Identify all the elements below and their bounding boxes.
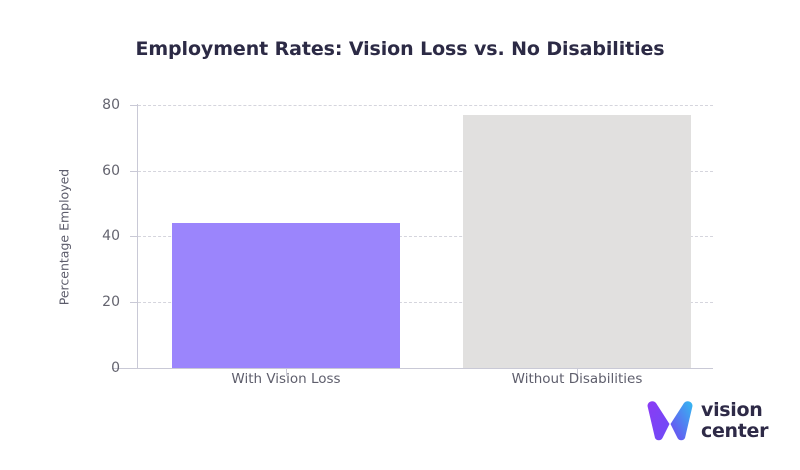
- logo-wordmark-line2: center: [701, 420, 769, 442]
- x-tick-mark-without-disabilities: [577, 368, 578, 376]
- bar-without-disabilities: [463, 114, 691, 368]
- y-tick-label-80: 80: [102, 97, 120, 113]
- x-tick-mark-with-vision-loss: [286, 368, 287, 376]
- y-tick-mark-60: [130, 171, 138, 172]
- y-tick-label-60: 60: [102, 163, 120, 179]
- gridline-20: [138, 302, 713, 303]
- y-tick-mark-40: [130, 236, 138, 237]
- y-tick-label-0: 0: [111, 360, 120, 376]
- chart-title: Employment Rates: Vision Loss vs. No Dis…: [135, 38, 665, 60]
- y-tick-label-20: 20: [102, 294, 120, 310]
- logo-wordmark: vision center: [701, 399, 769, 442]
- gridline-60: [138, 171, 713, 172]
- gridline-40: [138, 236, 713, 237]
- x-tick-label-without-disabilities: Without Disabilities: [511, 371, 643, 387]
- y-tick-mark-0: [130, 368, 138, 369]
- logo-wordmark-line1: vision: [701, 399, 763, 421]
- y-tick-mark-20: [130, 302, 138, 303]
- x-axis-line: [112, 368, 713, 369]
- y-tick-label-40: 40: [102, 228, 120, 244]
- y-axis-title: Percentage Employed: [56, 168, 72, 305]
- y-tick-mark-80: [130, 105, 138, 106]
- y-axis-title-container: Percentage Employed: [56, 105, 72, 368]
- x-tick-label-with-vision-loss: With Vision Loss: [231, 371, 341, 387]
- v-checkmark-icon: [647, 401, 693, 441]
- gridline-80: [138, 105, 713, 106]
- bar-with-vision-loss: [172, 223, 400, 368]
- plot-area: [138, 105, 713, 368]
- vision-center-logo: vision center: [645, 398, 793, 448]
